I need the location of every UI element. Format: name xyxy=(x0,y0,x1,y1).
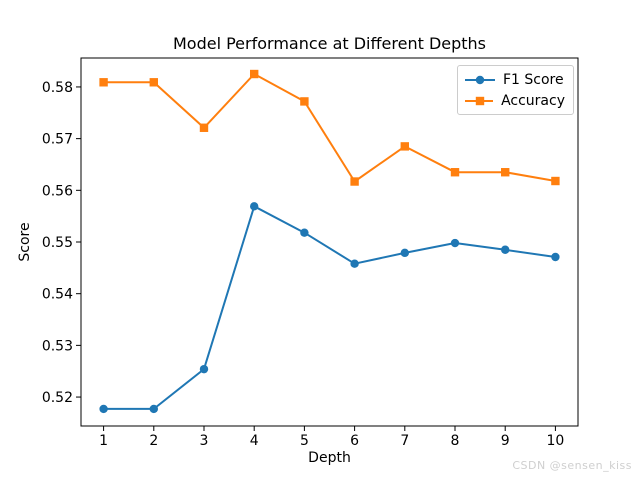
svg-text:0.58: 0.58 xyxy=(42,80,73,96)
svg-text:0.56: 0.56 xyxy=(42,183,73,199)
svg-text:10: 10 xyxy=(546,433,564,449)
watermark: CSDN @sensen_kiss xyxy=(512,459,632,472)
svg-text:7: 7 xyxy=(400,433,409,449)
svg-text:0.52: 0.52 xyxy=(42,390,73,406)
legend-item-f1-score: F1 Score xyxy=(465,70,565,89)
svg-text:0.55: 0.55 xyxy=(42,235,73,251)
svg-text:9: 9 xyxy=(501,433,510,449)
x-axis-label: Depth xyxy=(308,450,351,466)
svg-text:8: 8 xyxy=(451,433,460,449)
svg-text:0.54: 0.54 xyxy=(42,287,73,303)
svg-text:5: 5 xyxy=(300,433,309,449)
svg-text:4: 4 xyxy=(250,433,259,449)
legend-label: Accuracy xyxy=(501,92,565,109)
legend-label: F1 Score xyxy=(503,71,564,88)
legend: F1 Score Accuracy xyxy=(457,65,574,115)
svg-text:2: 2 xyxy=(149,433,158,449)
svg-text:3: 3 xyxy=(200,433,209,449)
svg-text:0.53: 0.53 xyxy=(42,338,73,354)
svg-text:6: 6 xyxy=(350,433,359,449)
chart-title: Model Performance at Different Depths xyxy=(172,34,487,53)
legend-item-accuracy: Accuracy xyxy=(465,91,565,110)
svg-text:0.57: 0.57 xyxy=(42,132,73,148)
line-square-marker-icon xyxy=(465,96,494,105)
svg-text:1: 1 xyxy=(99,433,108,449)
line-circle-marker-icon xyxy=(465,75,495,84)
